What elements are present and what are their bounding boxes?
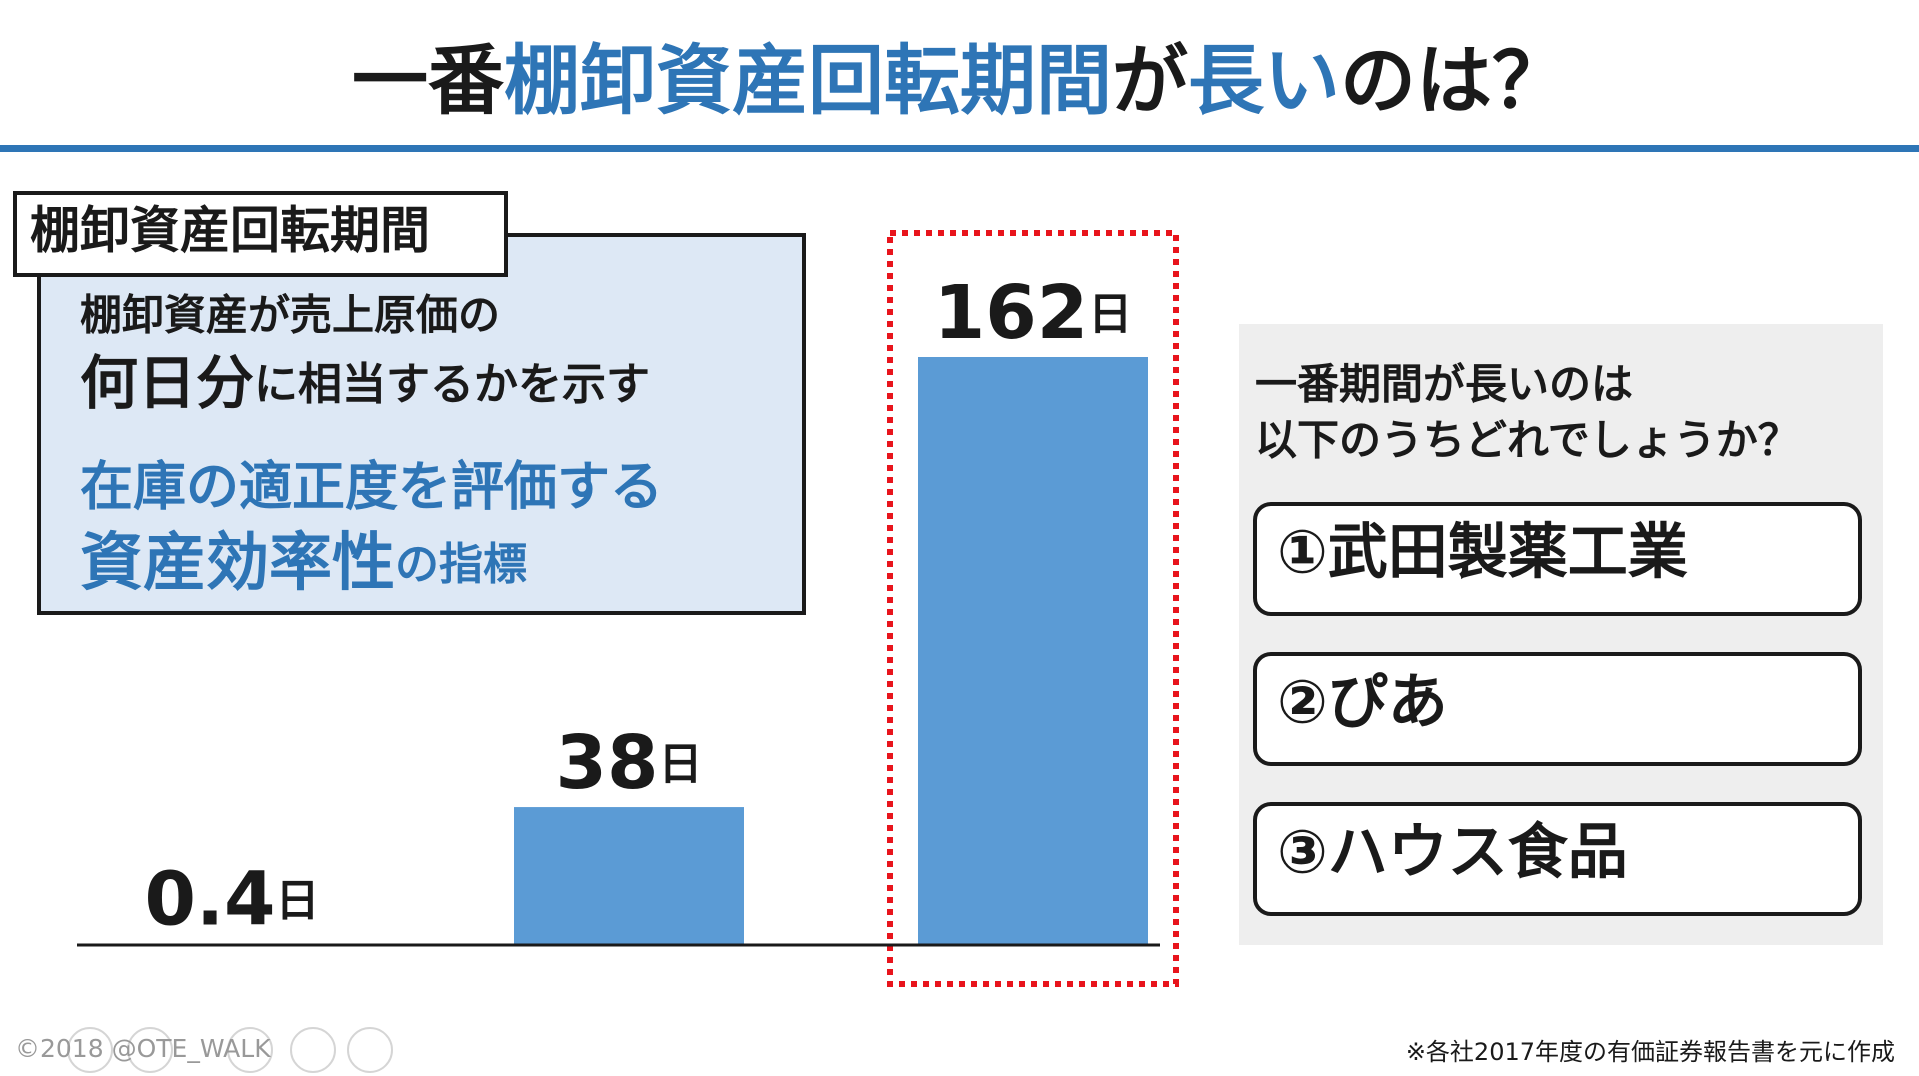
title-part: のは？ — [1340, 36, 1568, 125]
value-label: 162日 — [934, 270, 1132, 356]
option-box — [1253, 652, 1862, 766]
definition-line: 在庫の適正度を評価する — [80, 457, 663, 518]
toolbar-button — [67, 1027, 113, 1073]
highlight-box — [887, 230, 1179, 987]
bar — [514, 807, 744, 945]
definition-line: 何日分に相当するかを示す — [80, 349, 650, 417]
toolbar-button — [347, 1027, 393, 1073]
title-part: 棚卸資産回転期間 — [504, 36, 1112, 125]
value-unit: 日 — [1088, 289, 1132, 340]
copyright: ©2018 @OTE_WALK — [15, 1034, 271, 1063]
toolbar-button — [127, 1027, 173, 1073]
title-part: が — [1112, 36, 1188, 125]
toolbar-button — [227, 1027, 273, 1073]
definition-label-box — [13, 191, 508, 277]
value-number: 38 — [556, 720, 659, 806]
quiz-question: 一番期間が長いのは — [1255, 360, 1633, 409]
viewer-toolbar — [67, 1027, 393, 1073]
value-label: 38日 — [556, 720, 703, 806]
slide-title: 一番棚卸資産回転期間が長いのは？ — [352, 36, 1568, 125]
option-label: ③ハウス食品 — [1277, 818, 1628, 888]
definition-line: 資産効率性の指標 — [80, 526, 527, 599]
option-label: ①武田製薬工業 — [1277, 518, 1688, 588]
option-box — [1253, 802, 1862, 916]
definition-label: 棚卸資産回転期間 — [30, 202, 430, 260]
title-part: 長い — [1188, 36, 1340, 125]
value-number: 162 — [934, 270, 1088, 356]
toolbar-button — [290, 1027, 336, 1073]
value-label: 0.4日 — [144, 856, 319, 942]
value-unit: 日 — [658, 739, 702, 790]
title-rule — [0, 145, 1919, 152]
option-label: ②ぴあ — [1277, 668, 1448, 738]
title-part: 一番 — [352, 36, 504, 125]
option-box — [1253, 502, 1862, 616]
definition-text: に相当するかを示す — [254, 359, 650, 410]
value-unit: 日 — [276, 876, 320, 927]
definition-line: 棚卸資産が売上原価の — [80, 291, 500, 340]
quiz-question: 以下のうちどれでしょうか？ — [1255, 416, 1800, 465]
definition-emphasis: 資産効率性 — [80, 526, 395, 599]
bar — [918, 357, 1148, 945]
value-number: 0.4 — [144, 856, 275, 942]
quiz-options: ①武田製薬工業 ②ぴあ ③ハウス食品 — [1253, 502, 1862, 916]
definition-emphasis: 何日分 — [80, 349, 254, 417]
source-note: ※各社2017年度の有価証券報告書を元に作成 — [1406, 1038, 1895, 1066]
definition-box — [37, 233, 806, 615]
definition-text: の指標 — [395, 539, 527, 590]
